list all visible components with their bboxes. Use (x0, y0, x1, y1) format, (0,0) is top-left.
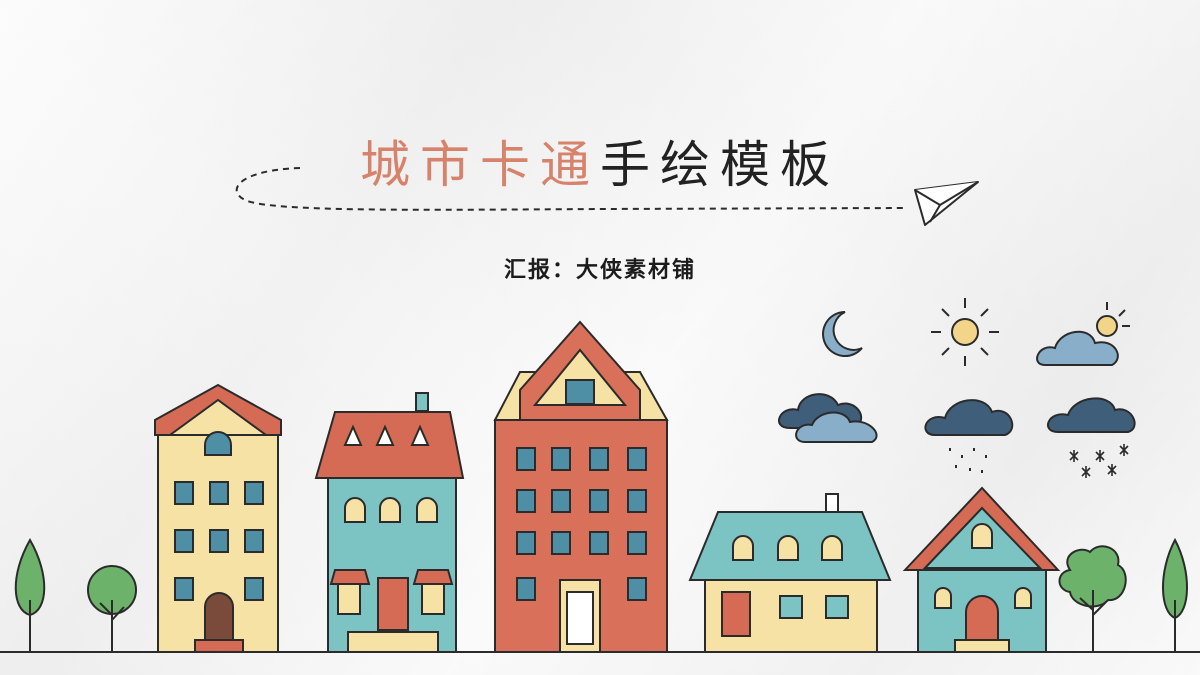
house-icon (154, 383, 282, 653)
slide-title: 城市卡通手绘模板 (0, 125, 1200, 197)
house-icon (902, 486, 1061, 653)
rain-cloud-icon (924, 399, 1014, 476)
paper-plane-icon (914, 181, 979, 226)
house-icon (688, 493, 892, 653)
house-icon (493, 320, 669, 653)
tree-icon (1162, 537, 1188, 652)
snow-cloud-icon (1047, 397, 1136, 478)
tree-icon (14, 537, 46, 652)
cloud-sun-icon (1036, 302, 1130, 366)
tree-icon (1058, 545, 1127, 652)
house-icon (314, 392, 465, 653)
cloud-icon (778, 393, 878, 443)
moon-icon (822, 311, 863, 357)
dashed-line (235, 167, 906, 211)
title-main: 手绘模板 (600, 136, 840, 194)
slide-subtitle: 汇报：大侠素材铺 (503, 258, 696, 283)
tree-icon (87, 565, 137, 652)
title-accent: 城市卡通 (360, 136, 600, 194)
sun-icon (931, 298, 999, 366)
